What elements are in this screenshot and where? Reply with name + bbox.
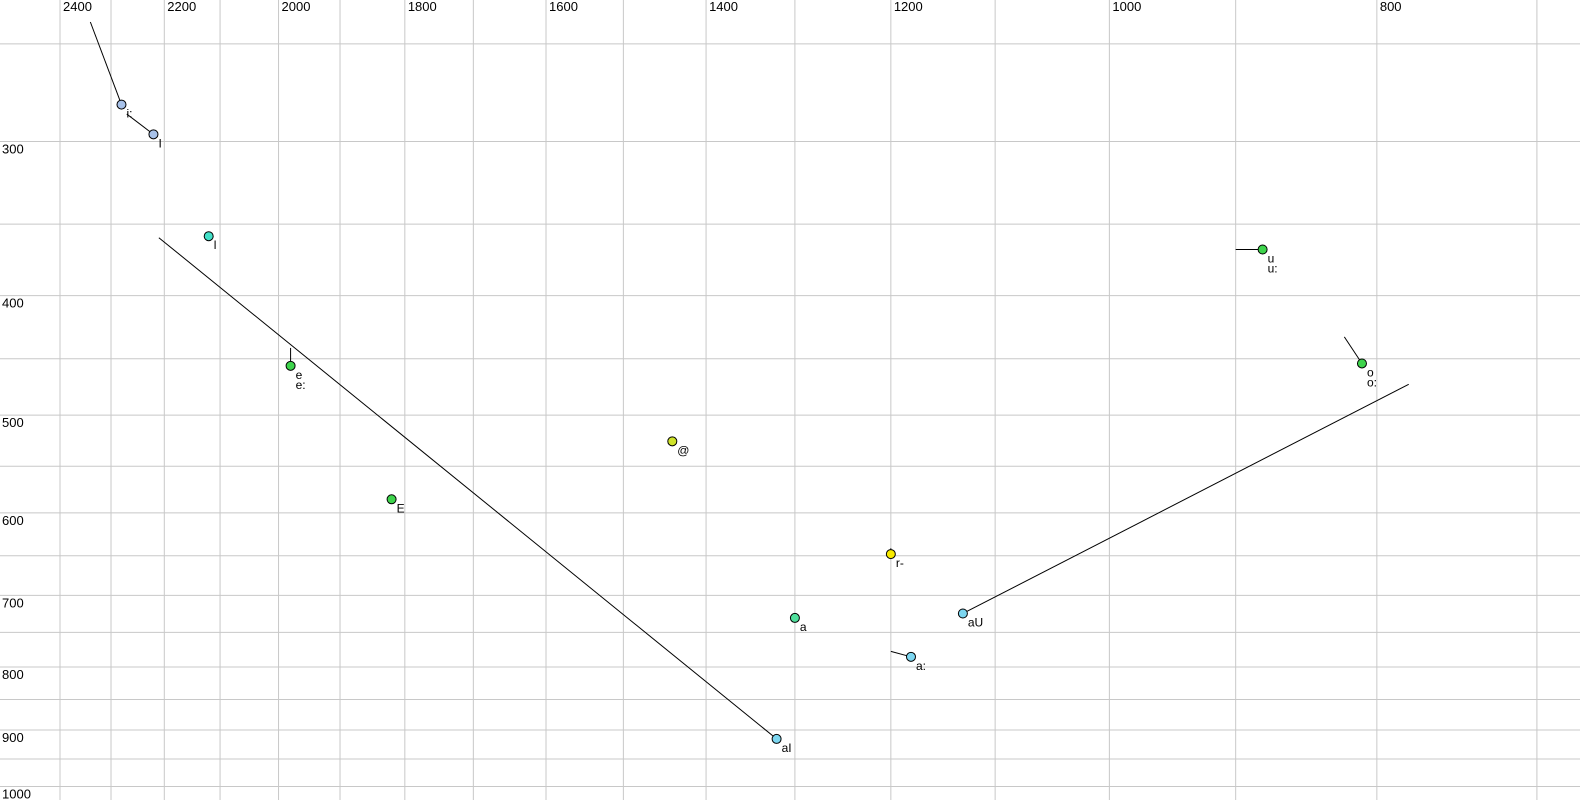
vowel-label-i:: i:: [126, 107, 132, 121]
vowel-label-o:: o:: [1367, 375, 1377, 389]
vowel-label-u:: u:: [1268, 262, 1278, 276]
y-tick-label-1000: 1000: [2, 787, 31, 800]
glide-line-I: [126, 113, 154, 135]
vowel-label-I: I: [158, 136, 161, 150]
x-tick-label-2200: 2200: [167, 0, 196, 14]
y-tick-label-300: 300: [2, 142, 24, 157]
vowel-label-u: u: [1268, 252, 1275, 266]
vowel-label-a:: a:: [916, 659, 926, 673]
vowel-label-aI: aI: [782, 741, 792, 755]
y-tick-label-500: 500: [2, 415, 24, 430]
vowel-point-i:[interactable]: [116, 99, 127, 110]
vowel-point-aI[interactable]: [771, 733, 782, 744]
vowel-point-l[interactable]: [203, 231, 214, 242]
x-tick-label-2400: 2400: [63, 0, 92, 14]
vowel-point-aU[interactable]: [957, 608, 968, 619]
y-tick-label-400: 400: [2, 296, 24, 311]
x-tick-label-1200: 1200: [894, 0, 923, 14]
glide-line-i:: [89, 21, 122, 105]
y-tick-label-800: 800: [2, 667, 24, 682]
y-tick-label-900: 900: [2, 730, 24, 745]
vowel-point-r-[interactable]: [885, 549, 896, 560]
vowel-point-E[interactable]: [386, 494, 397, 505]
x-tick-label-1000: 1000: [1112, 0, 1141, 14]
x-tick-label-1400: 1400: [709, 0, 738, 14]
x-tick-label-1600: 1600: [549, 0, 578, 14]
vowel-point-u-u:[interactable]: [1257, 244, 1268, 255]
vowel-point-@[interactable]: [667, 436, 678, 447]
vowel-point-I[interactable]: [148, 129, 159, 140]
glide-line-o: [1343, 336, 1363, 364]
vowel-point-a[interactable]: [789, 612, 800, 623]
vowel-label-e: e: [296, 368, 303, 382]
vowel-label-r-: r-: [896, 556, 904, 570]
vowel-label-E: E: [397, 501, 405, 515]
vowel-point-o-o:[interactable]: [1356, 358, 1367, 369]
vowel-label-a: a: [800, 620, 807, 634]
glide-line-aU: [962, 383, 1409, 614]
vowel-point-a:[interactable]: [905, 651, 916, 662]
x-tick-label-2000: 2000: [282, 0, 311, 14]
glide-line-aI: [158, 237, 777, 740]
y-tick-label-600: 600: [2, 513, 24, 528]
vowel-point-e-e:[interactable]: [285, 360, 296, 371]
vowel-label-e:: e:: [296, 378, 306, 392]
vowel-label-o: o: [1367, 365, 1374, 379]
vowel-label-l: l: [214, 238, 217, 252]
vowel-label-aU: aU: [968, 615, 983, 629]
y-tick-label-700: 700: [2, 595, 24, 610]
vowel-label-@: @: [677, 443, 689, 457]
x-tick-label-1800: 1800: [408, 0, 437, 14]
x-tick-label-800: 800: [1380, 0, 1402, 14]
